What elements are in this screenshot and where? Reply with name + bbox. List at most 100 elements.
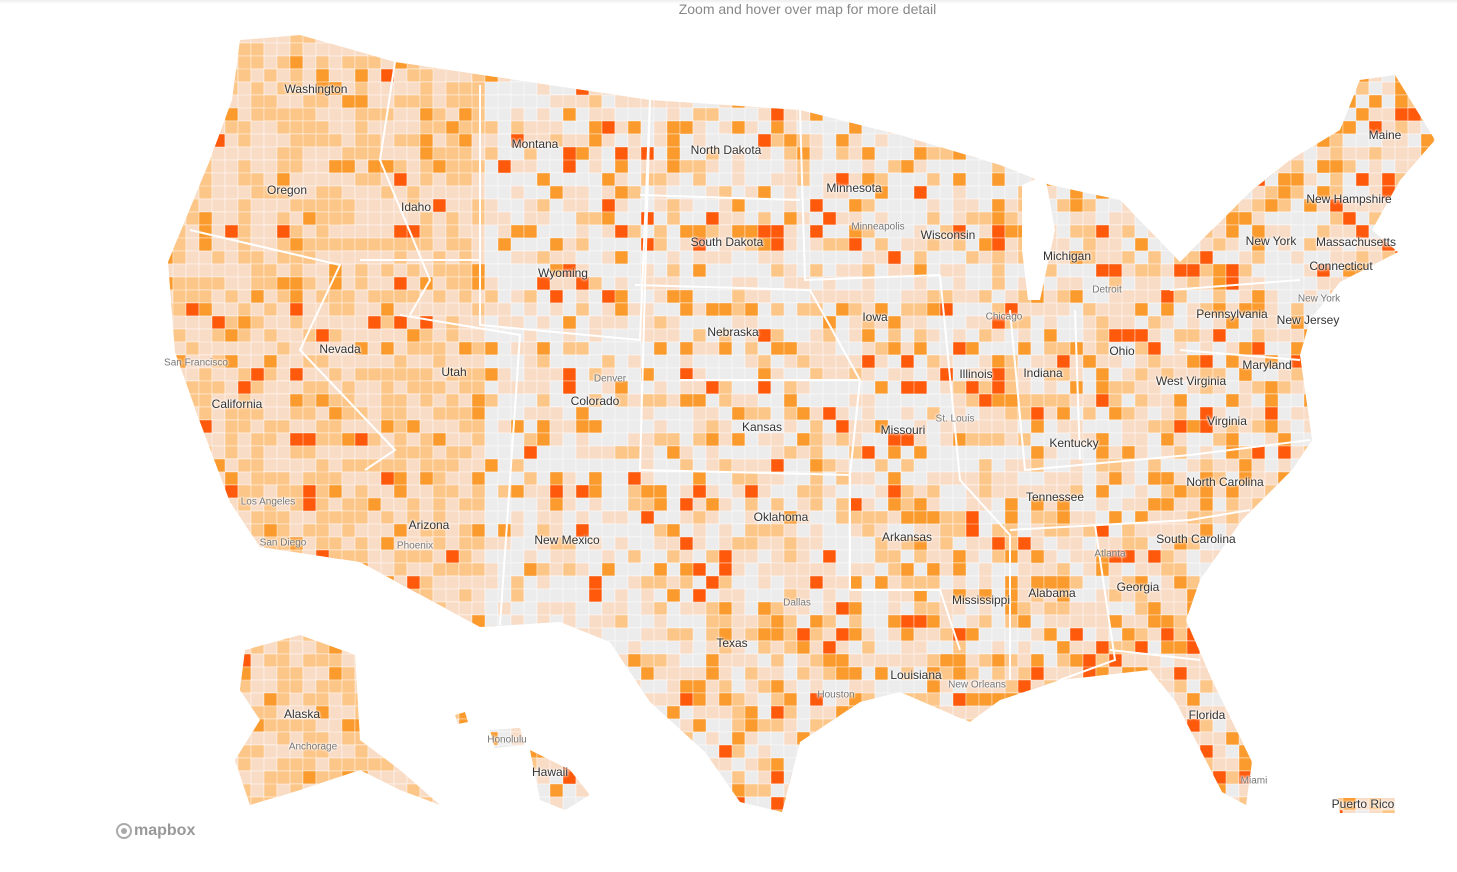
county[interactable] bbox=[406, 497, 421, 512]
county[interactable] bbox=[991, 120, 1006, 135]
county[interactable] bbox=[1004, 250, 1019, 265]
county[interactable] bbox=[549, 133, 564, 148]
county[interactable] bbox=[289, 419, 304, 434]
county[interactable] bbox=[926, 302, 941, 317]
county[interactable] bbox=[601, 458, 616, 473]
county[interactable] bbox=[692, 393, 707, 408]
county[interactable] bbox=[965, 211, 980, 226]
county[interactable] bbox=[926, 276, 941, 291]
county[interactable] bbox=[1043, 614, 1058, 629]
county[interactable] bbox=[679, 497, 694, 512]
county[interactable] bbox=[627, 42, 642, 57]
county[interactable] bbox=[289, 302, 304, 317]
county[interactable] bbox=[276, 562, 291, 577]
county[interactable] bbox=[497, 81, 512, 96]
county[interactable] bbox=[1134, 536, 1149, 551]
county[interactable] bbox=[1043, 523, 1058, 538]
county[interactable] bbox=[484, 523, 499, 538]
county[interactable] bbox=[1030, 393, 1045, 408]
county[interactable] bbox=[1069, 120, 1097, 135]
county[interactable] bbox=[263, 406, 278, 421]
county[interactable] bbox=[939, 627, 954, 642]
county[interactable] bbox=[705, 30, 720, 44]
county[interactable] bbox=[861, 575, 876, 590]
county[interactable] bbox=[861, 263, 876, 278]
county[interactable] bbox=[276, 393, 291, 408]
county[interactable] bbox=[809, 614, 824, 629]
county[interactable] bbox=[731, 328, 746, 343]
county[interactable] bbox=[1082, 289, 1097, 304]
county[interactable] bbox=[1212, 120, 1227, 135]
county[interactable] bbox=[172, 393, 187, 408]
county[interactable] bbox=[1134, 549, 1149, 564]
county[interactable] bbox=[744, 263, 759, 278]
county[interactable] bbox=[770, 107, 785, 122]
county[interactable] bbox=[276, 367, 291, 382]
county[interactable] bbox=[198, 653, 213, 668]
county[interactable] bbox=[991, 68, 1006, 83]
county[interactable] bbox=[926, 250, 941, 265]
county[interactable] bbox=[783, 107, 798, 122]
county[interactable] bbox=[1277, 549, 1305, 564]
county[interactable] bbox=[1342, 575, 1357, 590]
county[interactable] bbox=[1212, 146, 1227, 161]
county[interactable] bbox=[653, 198, 668, 213]
county[interactable] bbox=[237, 120, 252, 135]
county[interactable] bbox=[341, 601, 356, 616]
county[interactable] bbox=[471, 185, 486, 200]
county[interactable] bbox=[380, 614, 395, 629]
county[interactable] bbox=[1329, 107, 1344, 122]
county[interactable] bbox=[160, 185, 174, 200]
county[interactable] bbox=[1277, 315, 1292, 330]
county[interactable] bbox=[887, 263, 902, 278]
county[interactable] bbox=[913, 120, 928, 135]
county[interactable] bbox=[1368, 224, 1396, 239]
county[interactable] bbox=[978, 55, 1006, 70]
county[interactable] bbox=[1264, 575, 1292, 590]
county[interactable] bbox=[497, 510, 512, 525]
county[interactable] bbox=[770, 289, 785, 304]
county[interactable] bbox=[653, 133, 668, 148]
county[interactable] bbox=[822, 497, 837, 512]
county[interactable] bbox=[211, 640, 226, 655]
county[interactable] bbox=[432, 133, 447, 148]
county[interactable] bbox=[770, 146, 785, 161]
county[interactable] bbox=[211, 81, 226, 96]
county[interactable] bbox=[1043, 30, 1058, 44]
county[interactable] bbox=[1082, 172, 1097, 187]
county[interactable] bbox=[1316, 484, 1331, 499]
county[interactable] bbox=[1186, 172, 1214, 187]
county[interactable] bbox=[198, 588, 213, 616]
county[interactable] bbox=[406, 562, 421, 577]
county[interactable] bbox=[471, 666, 486, 681]
county[interactable] bbox=[367, 120, 382, 135]
county[interactable] bbox=[549, 107, 564, 122]
county[interactable] bbox=[588, 159, 603, 174]
county[interactable] bbox=[1030, 523, 1045, 538]
county[interactable] bbox=[458, 263, 473, 278]
county[interactable] bbox=[1225, 42, 1240, 57]
county[interactable] bbox=[744, 510, 759, 525]
county[interactable] bbox=[328, 159, 343, 174]
county[interactable] bbox=[471, 549, 486, 564]
county[interactable] bbox=[1394, 211, 1409, 226]
county[interactable] bbox=[1290, 484, 1305, 499]
county[interactable] bbox=[614, 393, 629, 408]
county[interactable] bbox=[172, 484, 187, 499]
county[interactable] bbox=[1017, 42, 1032, 57]
county[interactable] bbox=[549, 445, 564, 460]
county[interactable] bbox=[1186, 146, 1214, 161]
county[interactable] bbox=[1082, 302, 1097, 317]
county[interactable] bbox=[1355, 419, 1370, 434]
county[interactable] bbox=[1238, 354, 1253, 369]
county[interactable] bbox=[588, 679, 616, 694]
county[interactable] bbox=[1251, 575, 1266, 590]
county[interactable] bbox=[471, 55, 486, 70]
county[interactable] bbox=[1134, 120, 1149, 135]
county[interactable] bbox=[1355, 484, 1370, 499]
county[interactable] bbox=[549, 601, 564, 616]
county[interactable] bbox=[978, 172, 993, 187]
county[interactable] bbox=[783, 575, 798, 590]
county[interactable] bbox=[172, 419, 187, 434]
county[interactable] bbox=[445, 198, 460, 213]
